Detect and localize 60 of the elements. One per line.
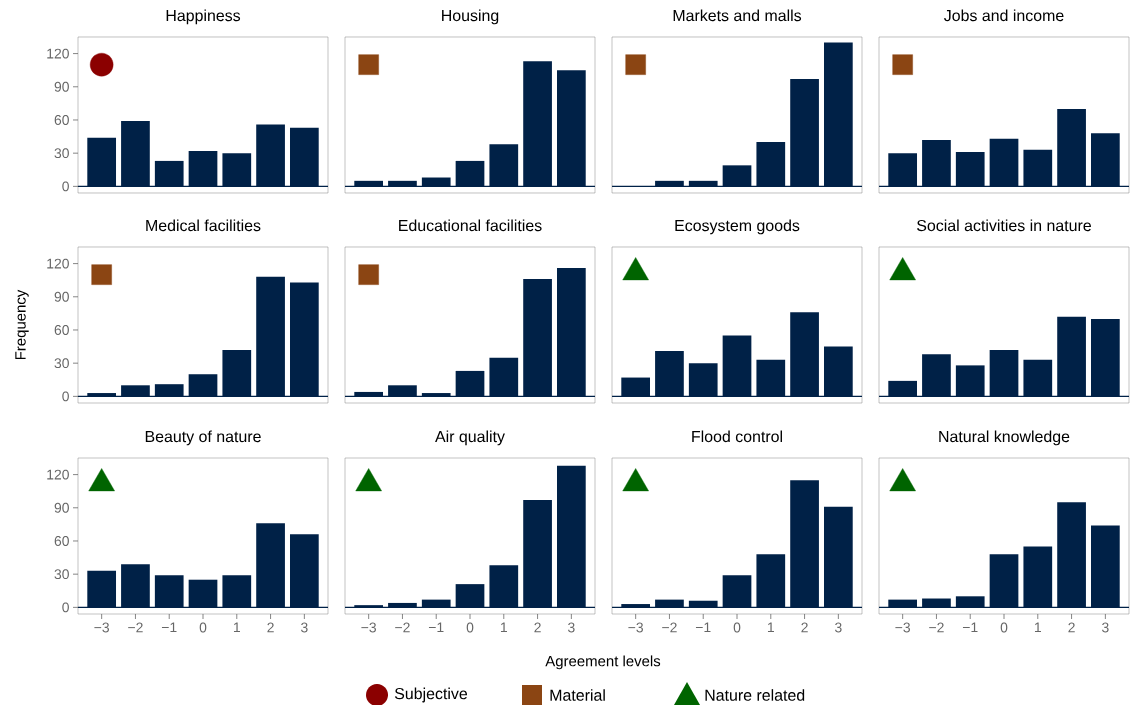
y-tick-label: 60: [54, 115, 69, 125]
y-tick-label: 90: [54, 81, 69, 92]
x-tick-label: 2: [267, 622, 274, 633]
x-tick-label: 1: [233, 622, 240, 633]
x-tick-label: −2: [929, 622, 944, 633]
y-tick-label: 120: [47, 258, 69, 269]
y-tick-label: 0: [62, 391, 69, 402]
legend-label: Material: [550, 689, 605, 701]
x-tick-label: −1: [962, 622, 978, 633]
x-tick-label: 3: [835, 622, 842, 633]
legend-label: Nature related: [705, 689, 805, 701]
x-tick-label: −2: [128, 622, 143, 633]
x-tick-label: 0: [466, 622, 474, 633]
y-tick-label: 30: [54, 569, 69, 580]
x-tick-label: 0: [1000, 622, 1008, 633]
x-tick-label: 2: [534, 622, 541, 633]
y-tick-label: 90: [54, 502, 69, 513]
y-tick-label: 0: [62, 602, 69, 613]
x-tick-label: −3: [94, 622, 109, 633]
y-tick-label: 120: [47, 469, 69, 480]
x-tick-label: 0: [199, 622, 207, 633]
chart-title: Beauty of nature: [145, 430, 261, 446]
x-tick-label: 2: [801, 622, 808, 633]
x-tick-label: 3: [568, 622, 575, 633]
chart-title: Air quality: [435, 430, 505, 446]
x-tick-label: 0: [733, 622, 741, 633]
y-tick-label: 60: [54, 536, 69, 546]
chart-title: Flood control: [692, 430, 782, 443]
chart-title: Natural knowledge: [939, 430, 1070, 446]
x-axis-title: Agreement levels: [545, 655, 661, 670]
y-tick-label: 30: [54, 148, 69, 159]
x-tick-label: 1: [500, 622, 507, 633]
chart-title: Social activities in nature: [917, 219, 1091, 232]
y-axis-title: Frequency: [15, 289, 29, 360]
y-tick-label: 120: [47, 48, 69, 59]
x-tick-label: 1: [1034, 622, 1041, 633]
x-tick-label: −2: [395, 622, 410, 633]
chart-title: Housing: [442, 9, 499, 25]
x-tick-label: −1: [695, 622, 711, 633]
chart-title: Educational facilities: [399, 219, 542, 232]
y-tick-label: 0: [62, 181, 69, 192]
x-tick-label: 3: [301, 622, 308, 633]
x-tick-label: 2: [1068, 622, 1075, 633]
x-tick-label: −3: [361, 622, 376, 633]
chart-title: Medical facilities: [146, 219, 261, 232]
y-tick-label: 60: [54, 325, 69, 335]
legend-label: Subjective: [394, 687, 468, 703]
x-tick-label: 3: [1102, 622, 1109, 633]
y-tick-label: 30: [54, 358, 69, 369]
chart-title: Happiness: [166, 9, 241, 25]
chart-title: Ecosystem goods: [675, 219, 800, 235]
y-tick-label: 90: [54, 291, 69, 302]
chart-title: Markets and malls: [673, 9, 802, 22]
chart-title: Jobs and income: [944, 9, 1064, 22]
x-tick-label: 1: [767, 622, 774, 633]
x-tick-label: −3: [895, 622, 910, 633]
x-tick-label: −2: [662, 622, 677, 633]
x-tick-label: −3: [628, 622, 643, 633]
x-tick-label: −1: [428, 622, 444, 633]
x-tick-label: −1: [161, 622, 177, 633]
